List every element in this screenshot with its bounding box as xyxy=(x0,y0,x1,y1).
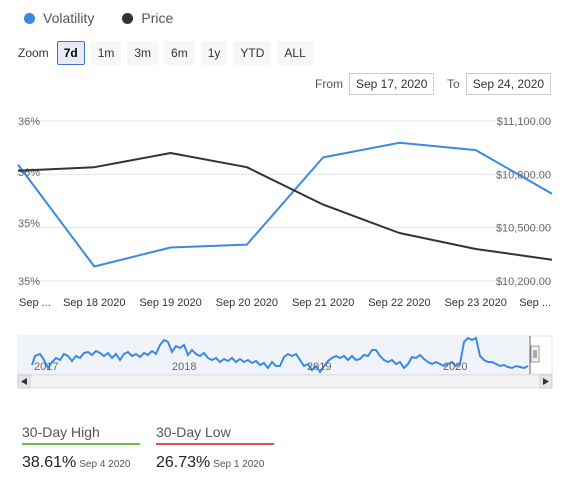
from-label: From xyxy=(315,77,343,91)
to-label: To xyxy=(447,77,460,91)
x-axis-tick-label: Sep 19 2020 xyxy=(139,297,201,309)
stat-value-row-low: 26.73% Sep 1 2020 xyxy=(156,454,274,472)
stat-date-high: Sep 4 2020 xyxy=(79,459,131,470)
date-range-from: From Sep 17, 2020 xyxy=(315,73,435,95)
zoom-button-7d[interactable]: 7d xyxy=(56,41,85,65)
legend-item-price[interactable]: Price xyxy=(122,10,173,26)
right-axis-tick-label: $10,500.00 xyxy=(496,223,551,235)
zoom-button-1y[interactable]: 1y xyxy=(200,41,228,65)
navigator-year-label: 2019 xyxy=(307,361,331,373)
stat-label-low: 30-Day Low xyxy=(156,424,231,440)
stat-label-high: 30-Day High xyxy=(22,424,100,440)
chart-area: 35%35%36%36% $10,200.00$10,500.00$10,800… xyxy=(17,116,553,389)
navigator-series-line xyxy=(31,336,529,374)
left-axis-tick-label: 35% xyxy=(18,218,40,230)
date-range-to: To Sep 24, 2020 xyxy=(447,73,552,95)
x-axis-tick-label: Sep 18 2020 xyxy=(63,297,125,309)
stat-30-day-low: 30-Day Low 26.73% Sep 1 2020 xyxy=(156,424,274,472)
navigator-scrollbar[interactable] xyxy=(17,374,553,389)
navigator[interactable]: 2017 2018 2019 2020 xyxy=(17,335,553,375)
navigator-year-label: 2018 xyxy=(172,361,196,373)
left-axis-tick-label: 35% xyxy=(18,276,40,288)
left-axis-ticks: 35%35%36%36% xyxy=(18,116,40,288)
right-axis-tick-label: $10,200.00 xyxy=(496,276,551,288)
x-axis-tick-label: Sep ... xyxy=(19,297,51,309)
stat-value-low: 26.73% xyxy=(156,454,211,471)
scrollbar-track[interactable] xyxy=(17,374,553,389)
zoom-button-all[interactable]: ALL xyxy=(277,41,313,65)
from-date-input[interactable]: Sep 17, 2020 xyxy=(349,73,435,95)
stat-value-row-high: 38.61% Sep 4 2020 xyxy=(22,454,140,472)
navigator-year-label: 2017 xyxy=(34,361,58,373)
left-axis-tick-label: 36% xyxy=(18,116,40,128)
stat-underline-high xyxy=(22,443,140,445)
x-axis-tick-label: Sep 21 2020 xyxy=(292,297,354,309)
price-series-line[interactable] xyxy=(17,152,553,261)
x-axis-tick-label: Sep 20 2020 xyxy=(216,297,278,309)
zoom-selector: Zoom 7d 1m 3m 6m 1y YTD ALL xyxy=(18,41,313,65)
zoom-button-6m[interactable]: 6m xyxy=(164,41,195,65)
navigator-year-label: 2020 xyxy=(443,361,467,373)
legend-label-volatility: Volatility xyxy=(43,10,95,26)
navigator-handle[interactable] xyxy=(530,345,540,363)
stat-date-low: Sep 1 2020 xyxy=(213,459,265,470)
legend-label-price: Price xyxy=(141,10,174,26)
volatility-legend-dot xyxy=(24,12,35,24)
to-date-input[interactable]: Sep 24, 2020 xyxy=(465,73,552,95)
x-axis-tick-label: Sep 22 2020 xyxy=(368,297,430,309)
series-lines xyxy=(17,141,553,268)
zoom-button-1m[interactable]: 1m xyxy=(90,41,122,65)
x-axis-tick-label: Sep 23 2020 xyxy=(445,297,507,309)
zoom-label: Zoom xyxy=(18,46,49,60)
volatility-series-line[interactable] xyxy=(17,141,553,268)
right-axis-tick-label: $10,800.00 xyxy=(496,169,551,181)
chart-legend: Volatility Price xyxy=(24,10,173,26)
stat-underline-low xyxy=(156,443,274,445)
stat-value-high: 38.61% xyxy=(22,454,77,471)
zoom-button-ytd[interactable]: YTD xyxy=(233,41,272,65)
zoom-button-3m[interactable]: 3m xyxy=(127,41,159,65)
stat-30-day-high: 30-Day High 38.61% Sep 4 2020 xyxy=(22,424,140,472)
right-axis-ticks: $10,200.00 $10,500.00 $10,800.00 $11,100.00 xyxy=(496,116,551,288)
legend-item-volatility[interactable]: Volatility xyxy=(24,10,94,26)
arrow-left-icon xyxy=(21,378,27,385)
right-axis-tick-label: $11,100.00 xyxy=(497,116,551,128)
price-legend-dot xyxy=(122,12,134,24)
grid-lines xyxy=(18,120,552,282)
x-axis-ticks: Sep ... Sep 18 2020 Sep 19 2020 Sep 20 2020… xyxy=(19,297,551,309)
x-axis-tick-label: Sep ... xyxy=(519,297,551,309)
arrow-right-icon xyxy=(543,378,549,385)
